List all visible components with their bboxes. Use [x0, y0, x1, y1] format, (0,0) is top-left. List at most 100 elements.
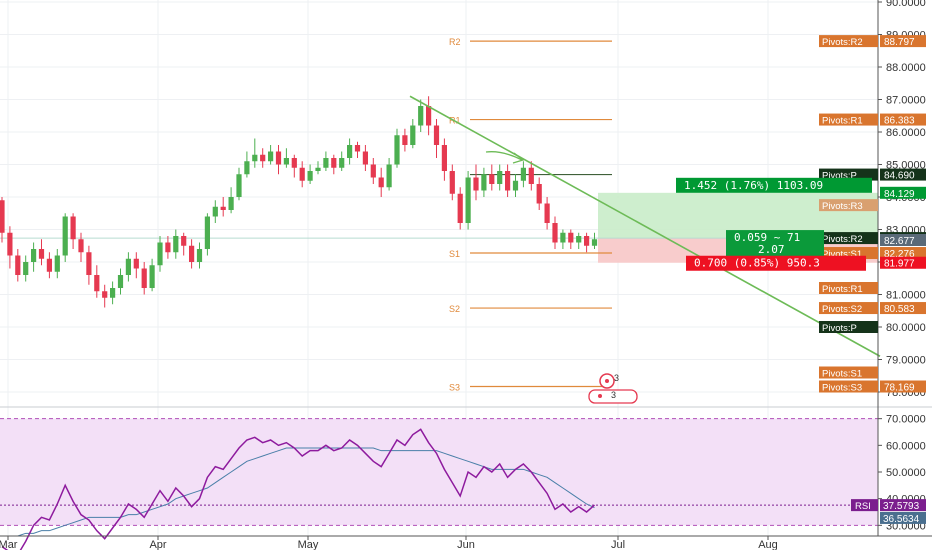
candle-body [23, 262, 29, 275]
candles [0, 96, 598, 308]
pivot-label-s2: S2 [449, 304, 460, 314]
candle-body [220, 206, 226, 210]
axis-value-text: 82.276 [884, 249, 915, 260]
axis-value [880, 256, 926, 269]
rsi-line [1, 428, 595, 555]
axis-value-text: 84.690 [884, 171, 915, 182]
candle-body [70, 216, 76, 240]
trendline[interactable] [409, 95, 881, 357]
axis-value-text: 80.583 [884, 304, 915, 315]
candle-body [386, 164, 392, 188]
pivot-label-s1: S1 [449, 249, 460, 259]
candle-body [15, 255, 21, 275]
axis-tag-text: Pivots:S1 [822, 369, 862, 380]
axis-value-text: 81.977 [884, 259, 915, 270]
profit-label-text: 1.452 (1.76%) 1103.09 [684, 179, 823, 192]
trendline [409, 95, 881, 357]
axis-tag [819, 380, 878, 393]
risk-reward-label [726, 230, 824, 257]
axis-tag-text: Pivots:S2 [822, 304, 862, 315]
candle-body [196, 249, 203, 262]
candle-body [426, 106, 432, 126]
candle-body [370, 164, 376, 178]
candle-body [512, 180, 519, 191]
axis-tag [819, 113, 878, 126]
axis-tag [819, 232, 878, 245]
candle-body [7, 232, 13, 256]
axis-tag-text: Pivots:R2 [822, 37, 863, 48]
candle-body [591, 239, 598, 246]
event-dot [598, 394, 602, 398]
axis-value-text: 86.383 [884, 116, 915, 127]
time-tick-label: Jun [457, 539, 475, 550]
candle-body [441, 145, 447, 171]
axis-value-text: 84.129 [884, 189, 915, 200]
risk-reward-text-1: 0.059 ~ 71 [734, 231, 800, 244]
candle-body [394, 135, 400, 165]
axis-tag-text: Pivots:S3 [822, 383, 862, 394]
candle-body [323, 158, 329, 168]
loss-label [686, 255, 866, 271]
axis-value [880, 302, 926, 315]
candle-body [54, 255, 60, 272]
position-overlay: 1.452 (1.76%) 1103.09 0.059 ~ 712.070.700… [588, 177, 872, 404]
candle-body [291, 158, 297, 168]
candle-body [165, 242, 171, 253]
candle-body [584, 236, 590, 246]
axis-tag [819, 282, 878, 294]
candle-body [560, 232, 566, 243]
candle-body [228, 197, 234, 210]
axis-value [880, 168, 926, 181]
candle-body [362, 151, 368, 165]
rsi-tick-label: 70.0000 [886, 414, 926, 426]
event-count: 3 [614, 373, 619, 383]
candle-body [473, 177, 479, 191]
candle-body [94, 275, 100, 292]
candle-body [102, 291, 108, 298]
candle-body [260, 154, 266, 162]
axis-value [880, 186, 926, 199]
price-tick-label: 88.0000 [886, 62, 926, 74]
candle-body [331, 158, 337, 168]
pivot-levels: R2R1PS1S2S3 [449, 37, 612, 393]
candle-body [0, 200, 5, 233]
axis-tag-text: Pivots:P [822, 171, 857, 182]
rsi-pane [0, 406, 932, 555]
rsi-value [880, 499, 926, 512]
rsi-tag-text: RSI [855, 501, 871, 512]
time-tick-label: May [298, 539, 319, 550]
axis-tag [819, 199, 878, 212]
price-tick-label: 85.0000 [886, 160, 926, 172]
candle-body [339, 158, 345, 168]
candle-body [38, 249, 45, 259]
candle-body [410, 125, 416, 145]
candle-body [268, 151, 274, 162]
candle-body [402, 135, 408, 145]
candle-body [568, 232, 574, 243]
rsi-value-text: 37.5793 [883, 501, 920, 512]
candle-body [481, 174, 487, 191]
candle-body [189, 245, 195, 262]
candle-body [181, 236, 187, 246]
pivot-label-r2: R2 [449, 37, 461, 47]
time-tick-label: Jul [611, 539, 625, 550]
candle-body [125, 258, 131, 275]
price-tick-label: 79.0000 [886, 355, 926, 367]
loss-label-text: 0.700 (0.85%) 950.3 [694, 257, 820, 270]
axis-tag-text: Pivots:R2 [822, 234, 863, 245]
candle-body [576, 236, 582, 243]
candle-body [149, 265, 155, 288]
candle-body [457, 193, 463, 223]
candle-body [78, 239, 84, 253]
candle-body [141, 268, 147, 288]
rsi-ma-line [2, 447, 595, 537]
candle-body [173, 236, 179, 253]
rsi-tick-label: 60.0000 [886, 440, 926, 452]
arrow-head [512, 152, 525, 164]
candle-body [465, 177, 471, 223]
axis-value [880, 380, 926, 393]
price-tick-label: 87.0000 [886, 95, 926, 107]
axis-tag [819, 35, 878, 48]
